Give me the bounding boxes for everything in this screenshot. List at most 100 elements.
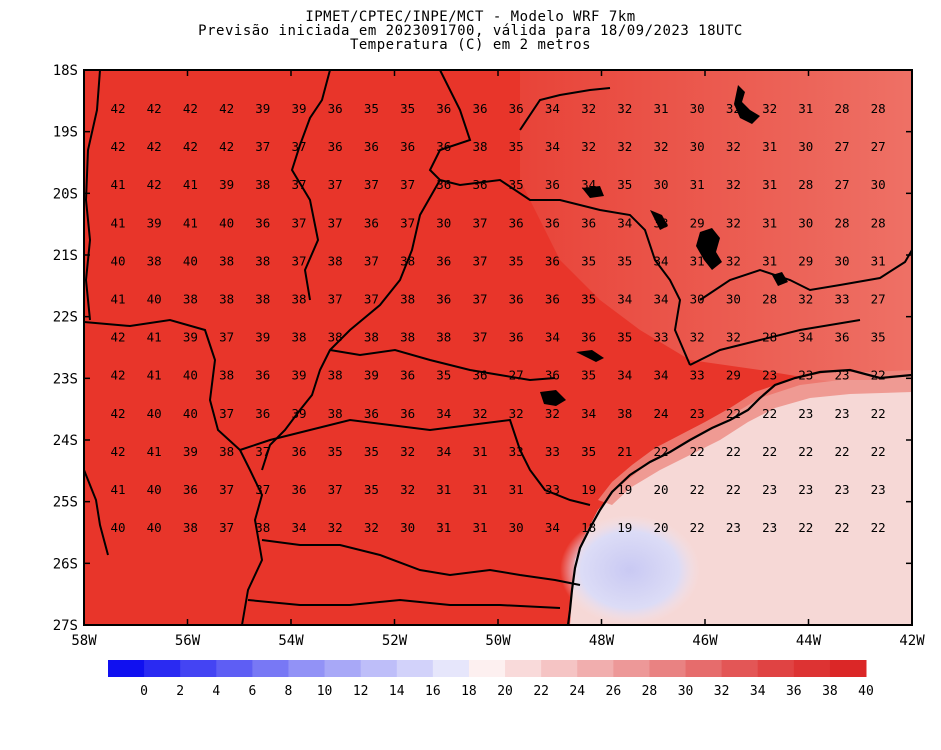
cold-sea-patch — [560, 515, 700, 625]
temperature-value: 33 — [653, 330, 668, 345]
temperature-value: 30 — [400, 520, 415, 535]
temperature-value: 38 — [255, 292, 270, 307]
temperature-value: 34 — [653, 292, 668, 307]
temperature-value: 34 — [436, 444, 451, 459]
temperature-value: 30 — [509, 520, 524, 535]
temperature-value: 31 — [436, 520, 451, 535]
map-title-line3: Temperatura (C) em 2 metros — [349, 37, 592, 53]
temperature-value: 36 — [436, 292, 451, 307]
latitude-labels: 18S 19S 20S 21S 22S 23S 24S 25S 26S 27S — [53, 63, 78, 634]
temperature-value: 35 — [871, 330, 886, 345]
latitude-label: 23S — [53, 371, 78, 387]
temperature-value: 40 — [110, 520, 125, 535]
color-scale-swatch — [144, 660, 181, 677]
temperature-value: 41 — [147, 330, 162, 345]
temperature-value: 36 — [255, 215, 270, 230]
temperature-value: 42 — [183, 101, 198, 116]
temperature-value: 35 — [581, 444, 596, 459]
temperature-value: 19 — [581, 482, 596, 497]
temperature-value: 36 — [400, 139, 415, 154]
temperature-value: 28 — [762, 330, 777, 345]
temperature-value: 30 — [690, 139, 705, 154]
temperature-value: 35 — [509, 139, 524, 154]
temperature-value: 38 — [183, 292, 198, 307]
temperature-value: 38 — [255, 253, 270, 268]
temperature-value: 36 — [328, 139, 343, 154]
color-scale-bar — [108, 660, 867, 677]
longitude-label: 44W — [796, 633, 822, 649]
temperature-value: 36 — [364, 406, 379, 421]
temperature-value: 38 — [400, 292, 415, 307]
temperature-value: 37 — [472, 215, 487, 230]
temperature-value: 27 — [834, 177, 849, 192]
temperature-value: 38 — [291, 330, 306, 345]
color-scale-label: 14 — [389, 684, 405, 699]
color-scale-label: 40 — [858, 684, 874, 699]
temperature-value: 36 — [255, 406, 270, 421]
temperature-value: 22 — [726, 444, 741, 459]
temperature-value: 36 — [472, 101, 487, 116]
temperature-value: 23 — [726, 520, 741, 535]
temperature-value: 27 — [871, 139, 886, 154]
temperature-value: 35 — [364, 101, 379, 116]
temperature-value: 40 — [147, 482, 162, 497]
temperature-value: 31 — [690, 177, 705, 192]
temperature-value: 30 — [871, 177, 886, 192]
temperature-value: 36 — [509, 292, 524, 307]
temperature-value: 35 — [509, 177, 524, 192]
color-scale-label: 10 — [317, 684, 333, 699]
temperature-value: 37 — [400, 215, 415, 230]
temperature-value: 22 — [871, 520, 886, 535]
temperature-values: 42 42 42 42 39 39 36 35 35 36 36 36 34 32 32 31 30 32 32 31… — [110, 101, 885, 535]
temperature-value: 23 — [762, 520, 777, 535]
temperature-value: 42 — [110, 406, 125, 421]
temperature-value: 38 — [219, 292, 234, 307]
temperature-value: 41 — [110, 482, 125, 497]
temperature-value: 22 — [871, 368, 886, 383]
temperature-value: 32 — [328, 520, 343, 535]
temperature-value: 31 — [653, 101, 668, 116]
temperature-value: 28 — [834, 215, 849, 230]
temperature-value: 39 — [147, 215, 162, 230]
temperature-value: 39 — [291, 368, 306, 383]
temperature-value: 31 — [436, 482, 451, 497]
temperature-value: 40 — [183, 406, 198, 421]
temperature-value: 36 — [364, 139, 379, 154]
temperature-value: 37 — [364, 292, 379, 307]
temperature-value: 31 — [871, 253, 886, 268]
latitude-label: 20S — [53, 186, 78, 202]
temperature-value: 19 — [617, 520, 632, 535]
color-scale-swatch — [360, 660, 398, 677]
temperature-value: 36 — [364, 215, 379, 230]
latitude-label: 26S — [53, 556, 78, 572]
temperature-value: 37 — [291, 177, 306, 192]
temperature-value: 37 — [328, 482, 343, 497]
temperature-value: 41 — [147, 368, 162, 383]
temperature-value: 30 — [653, 177, 668, 192]
color-scale-label: 16 — [425, 684, 441, 699]
temperature-value: 32 — [726, 177, 741, 192]
temperature-value: 42 — [219, 101, 234, 116]
color-scale-label: 24 — [569, 684, 585, 699]
temperature-value: 37 — [219, 330, 234, 345]
temperature-value: 27 — [509, 368, 524, 383]
temperature-value: 34 — [653, 253, 668, 268]
temperature-value: 37 — [219, 482, 234, 497]
temperature-value: 38 — [328, 406, 343, 421]
temperature-value: 36 — [581, 215, 596, 230]
temperature-value: 19 — [617, 482, 632, 497]
temperature-value: 20 — [653, 520, 668, 535]
temperature-value: 31 — [798, 101, 813, 116]
temperature-value: 22 — [762, 406, 777, 421]
temperature-value: 28 — [871, 101, 886, 116]
temperature-value: 32 — [726, 215, 741, 230]
temperature-value: 37 — [472, 253, 487, 268]
temperature-value: 36 — [255, 368, 270, 383]
temperature-value: 32 — [726, 253, 741, 268]
color-scale-swatch — [324, 660, 362, 677]
color-scale-label: 26 — [606, 684, 622, 699]
temperature-value: 30 — [436, 215, 451, 230]
temperature-value: 39 — [255, 330, 270, 345]
temperature-value: 35 — [617, 253, 632, 268]
temperature-value: 30 — [690, 292, 705, 307]
